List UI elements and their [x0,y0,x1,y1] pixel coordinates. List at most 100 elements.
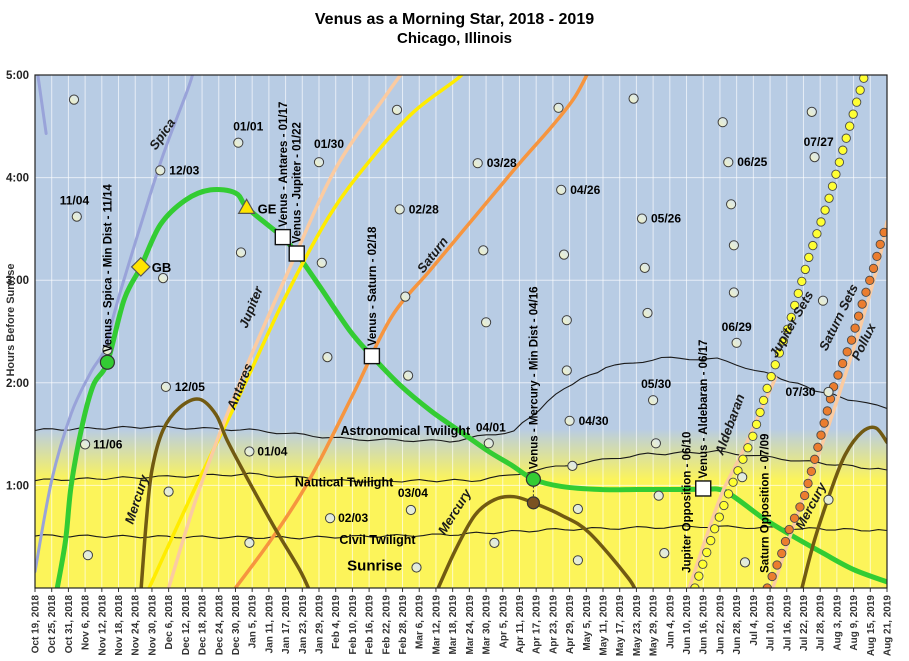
curves-layer [35,75,887,588]
moon-marker [823,494,834,505]
moon-marker [572,555,584,566]
plot-border [34,74,888,589]
moon-marker [561,365,572,376]
moon-date-label: 01/04 [257,445,287,459]
moon-marker [717,117,728,128]
moon-marker [648,395,659,406]
conjunction-event-label: Venus - Saturn - 02/18 [367,226,379,346]
spica-line [35,75,195,574]
moon-date-label: 03/04 [398,486,428,500]
greatest-elongation-triangle-marker [237,198,256,214]
x-tick-label: Jun 28, 2019 [732,595,743,655]
nautical-twilight-label: Nautical Twilight [295,475,394,489]
moon-marker [737,472,748,483]
moon-marker [394,204,405,215]
moon-date-label: 06/25 [737,155,767,169]
x-tick-label: Mar 24, 2019 [465,595,476,655]
x-tick-label: Feb 28, 2019 [398,595,409,655]
x-tick-label: Dec 30, 2018 [231,595,242,655]
moon-date-label: 01/30 [314,137,344,151]
x-tick-label: May 23, 2019 [632,595,643,657]
moon-marker [642,307,653,319]
moon-marker [628,93,639,104]
moon-marker [553,102,564,113]
moon-marker [472,158,483,169]
x-tick-label: Jul 10, 2019 [766,595,777,652]
x-tick-label: Jan 11, 2019 [264,595,275,654]
moon-marker [823,386,834,398]
moon-date-label: 05/30 [641,377,671,391]
min-distance-event-label: Venus - Spica - Min Dist - 11/14 [102,184,114,353]
moon-marker [564,415,575,426]
moon-marker [739,557,751,568]
moon-marker [731,337,742,348]
x-tick-label: Mar 18, 2019 [448,595,459,655]
civil-twilight-label: Civil Twilight [339,533,416,547]
astronomical-twilight-line [35,356,887,443]
mercury-morning-2-line [436,494,637,588]
x-tick-label: Aug 21, 2019 [883,595,894,657]
event-markers: GE GB [99,198,712,510]
moon-marker [322,352,333,363]
moon-date-label: 02/03 [338,511,368,525]
moon-marker [316,257,327,268]
moon-marker [728,287,740,298]
x-tick-label: Feb 4, 2019 [331,595,342,649]
moon-marker [556,184,567,195]
conjunction-square-marker [695,480,712,497]
conjunction-square-marker [363,347,381,365]
y-tick-label: 5:00 [6,70,29,82]
x-tick-label: Jul 28, 2019 [816,595,827,652]
moon-marker [391,104,403,116]
x-tick-label: Apr 11, 2019 [515,595,526,654]
moon-marker [639,262,650,273]
moon-marker [163,486,174,497]
moon-marker [405,504,416,516]
moon-marker [478,245,489,256]
moon-date-label: 01/01 [233,120,263,134]
x-tick-label: Apr 17, 2019 [532,595,543,654]
moon-marker [728,240,740,251]
conjunction-event-label: Venus - Jupiter - 01/22 [292,122,304,243]
chart-title-line1: Venus as a Morning Star, 2018 - 2019 [314,11,595,28]
moon-marker [400,291,411,302]
moon-marker [659,548,670,559]
moon-date-label: 02/28 [409,202,439,216]
x-tick-label: May 5, 2019 [582,595,593,651]
conjunction-square-marker [274,228,292,246]
moon-marker [636,213,648,224]
moon-date-label: 04/26 [570,183,600,197]
moon-date-label: 11/06 [93,437,123,451]
moon-marker [160,381,171,392]
moon-date-label: 12/03 [169,163,199,177]
moon-marker [80,439,91,450]
ge-label: GE [258,201,277,216]
astronomical-twilight-label: Astronomical Twilight [340,424,470,438]
x-tick-label: Apr 5, 2019 [498,595,509,649]
x-tick-label: Dec 12, 2018 [181,595,192,655]
sunrise-label: Sunrise [347,558,402,575]
chart-title: Venus as a Morning Star, 2018 - 2019 Chi… [0,10,909,49]
y-tick-label: 2:00 [6,378,29,390]
chart-title-line2: Chicago, Illinois [396,30,512,47]
x-tick-label: Apr 23, 2019 [548,595,559,654]
x-tick-label: Nov 18, 2018 [114,595,125,656]
moon-marker [158,273,169,284]
opposition-event-label: Saturn Opposition - 07/09 [759,434,771,573]
y-tick-label: 3:00 [6,275,29,287]
moon-date-label: 12/05 [175,380,205,394]
moon-marker [567,460,578,471]
moon-marker [489,537,500,549]
moon-date-label: 06/29 [722,320,752,334]
x-tick-label: Jun 4, 2019 [665,595,676,649]
x-tick-label: Apr 29, 2019 [565,595,576,654]
moon-marker [817,295,829,306]
x-tick-label: Oct 31, 2018 [64,595,75,654]
moon-marker [235,247,247,258]
x-tick-label: May 17, 2019 [615,595,626,657]
x-tick-label: Mar 12, 2019 [431,595,442,655]
x-tick-label: Aug 3, 2019 [832,595,843,651]
min-distance-green-dot-marker [99,354,115,370]
moon-marker [233,137,244,148]
